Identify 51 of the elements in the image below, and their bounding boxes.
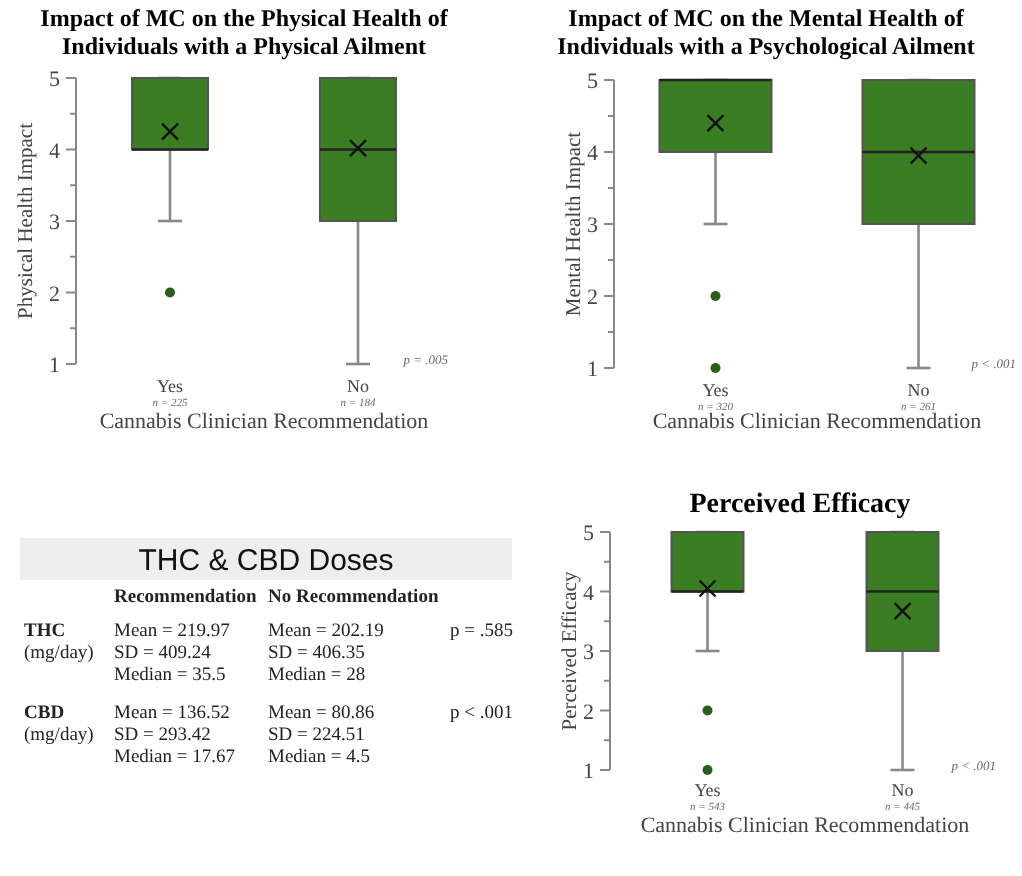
text: Recommendation (114, 588, 258, 608)
y-tick-label: 5 (583, 522, 595, 546)
y-axis-title: Perceived Efficacy (560, 570, 582, 731)
x-tick-label: No (907, 380, 931, 400)
x-axis-title: Cannabis Clinician Recommendation (640, 814, 971, 838)
y-tick-label: 3 (587, 214, 599, 238)
x-tick-label: No (347, 376, 370, 396)
y-tick-label: 4 (587, 142, 599, 166)
x-axis-title: Cannabis Clinician Recommendation (652, 410, 983, 434)
y-tick-label: 1 (587, 358, 598, 382)
chart-title: Impact of MC on the Physical Health of Individuals with a Physical Ailment (40, 4, 450, 60)
text: THC (24, 622, 66, 642)
text: (mg/day) (24, 644, 94, 664)
y-axis-title: Physical Health Impact (16, 122, 38, 319)
y-tick-label: 5 (587, 70, 599, 94)
text: (mg/day) (24, 726, 94, 746)
y-tick-label: 5 (49, 68, 61, 92)
y-axis-title: Mental Health Impact (564, 131, 586, 317)
y-tick-label: 2 (49, 282, 60, 307)
text: p = .585 (450, 622, 514, 642)
text: SD = 293.42 (114, 726, 212, 746)
x-tick-label: Yes (694, 780, 722, 800)
x-axis-title: Cannabis Clinician Recommendation (99, 410, 430, 434)
x-tick-label: Yes (156, 376, 185, 396)
text: Median = 35.5 (114, 666, 226, 686)
y-tick-label: 3 (49, 211, 61, 235)
y-tick-label: 1 (49, 354, 60, 378)
y-tick-label: 3 (583, 641, 595, 665)
text: Mean = 80.86 (268, 704, 375, 724)
text: Median = 4.5 (268, 748, 371, 768)
text: SD = 406.35 (268, 644, 366, 664)
text: Mean = 219.97 (114, 622, 231, 642)
y-tick-label: 1 (583, 760, 594, 784)
x-tick-label: No (891, 780, 915, 800)
text: CBD (24, 704, 65, 724)
y-tick-label: 2 (583, 700, 594, 725)
text: THC & CBD Doses (138, 544, 394, 578)
text: Mean = 136.52 (114, 704, 231, 724)
text: No Recommendation (268, 588, 440, 608)
y-tick-label: 4 (583, 581, 595, 606)
text: SD = 224.51 (268, 726, 366, 746)
text: SD = 409.24 (114, 644, 212, 664)
text: Mean = 202.19 (268, 622, 385, 642)
y-tick-label: 4 (49, 139, 61, 164)
y-tick-label: 2 (587, 286, 598, 310)
x-tick-label: Yes (702, 380, 730, 400)
text: Median = 28 (268, 666, 366, 686)
text: Median = 17.67 (114, 748, 236, 768)
chart-title: Impact of MC on the Mental Health of Individuals with a Psychological Ailment (557, 4, 975, 60)
chart-title: Perceived Efficacy (689, 490, 911, 520)
text: p < .001 (450, 704, 514, 724)
